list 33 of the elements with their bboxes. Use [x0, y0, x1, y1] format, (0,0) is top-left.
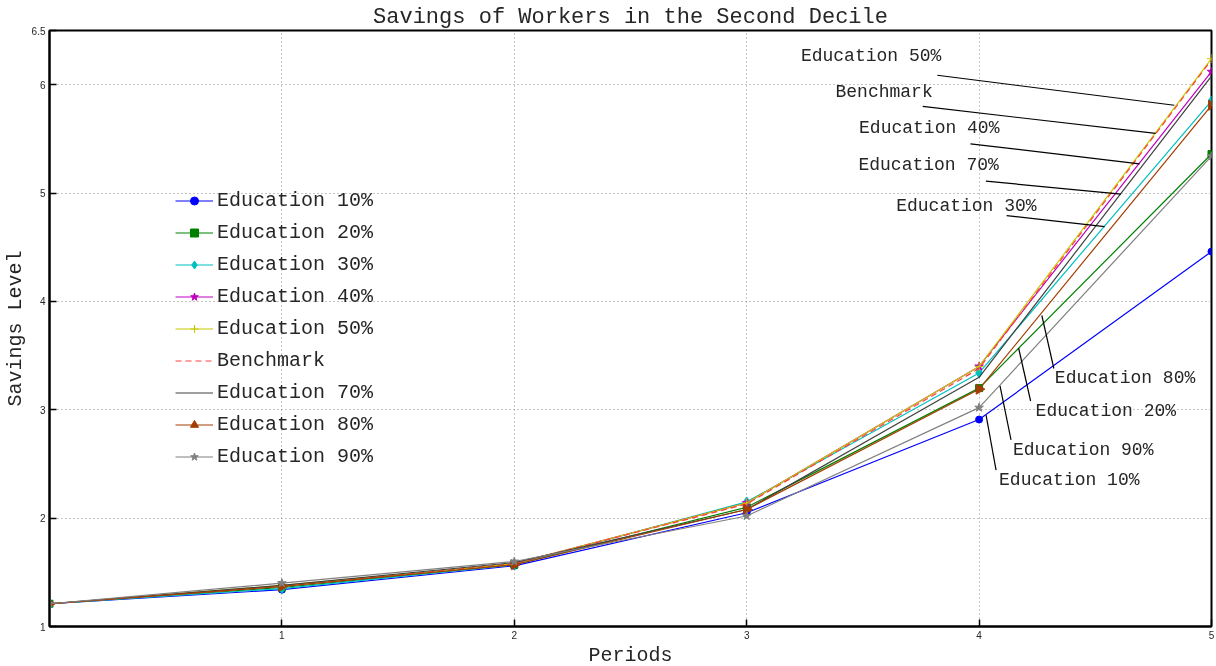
legend-label: Education 70% [217, 380, 374, 404]
y-tick-label: 1 [39, 621, 46, 633]
y-tick-label: 6 [39, 79, 46, 91]
x-tick-label: 5 [1208, 629, 1215, 641]
annotation: Education 90% [1013, 439, 1154, 460]
legend-label: Education 10% [217, 188, 374, 212]
x-tick-label: 2 [511, 629, 518, 641]
legend-label: Education 80% [217, 412, 374, 436]
annotation: Education 30% [896, 195, 1037, 216]
legend-label: Education 30% [217, 252, 374, 276]
chart-title: Savings of Workers in the Second Decile [373, 4, 888, 30]
y-axis-title: Savings Level [3, 250, 27, 407]
annotation: Education 10% [999, 470, 1140, 491]
legend-label: Education 90% [217, 444, 374, 468]
annotation: Education 70% [858, 155, 1000, 176]
annotation: Education 20% [1035, 401, 1177, 422]
x-tick-label: 1 [279, 629, 286, 641]
legend-label: Education 50% [217, 316, 374, 340]
annotation: Education 50% [800, 46, 942, 67]
annotation: Benchmark [835, 82, 933, 103]
y-tick-label: 5 [39, 188, 46, 200]
x-tick-label: 3 [743, 629, 750, 641]
y-tick-label: 4 [39, 296, 46, 308]
y-tick-label: 6.5 [31, 25, 46, 37]
y-tick-label: 3 [39, 404, 46, 416]
x-tick-label: 4 [976, 629, 983, 641]
legend-label: Education 40% [217, 284, 374, 308]
annotation: Education 80% [1054, 368, 1196, 389]
annotation: Education 40% [859, 117, 1000, 138]
legend-label: Benchmark [217, 348, 326, 372]
y-tick-label: 2 [39, 513, 46, 525]
legend-label: Education 20% [217, 220, 374, 244]
x-axis-title: Periods [588, 643, 673, 666]
